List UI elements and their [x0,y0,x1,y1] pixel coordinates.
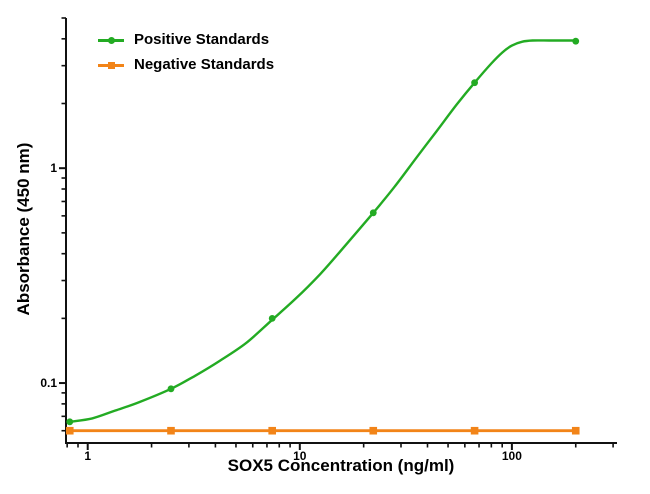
data-point-marker [66,418,74,426]
positive-series-line-dot-icon [98,35,124,45]
data-point-marker [268,314,276,322]
x-axis-title: SOX5 Concentration (ng/ml) [227,456,455,475]
axes [65,18,617,444]
data-point-marker [167,385,175,393]
y-tick-label: 1 [50,161,57,175]
data-point-marker [167,426,175,435]
fitted-curve-line [68,39,577,424]
data-point-marker [470,426,479,435]
y-axis-title: Absorbance (450 nm) [14,142,33,316]
negative-series-square-swatch [107,61,115,69]
x-axis-ticks: 1 10 100 [66,443,614,463]
positive-standards-series [66,37,580,426]
negative-standards-series [65,426,580,435]
positive-series-dot-swatch [107,36,115,44]
legend: Positive Standards Negative Standards [98,31,274,74]
legend-item-positive-standards: Positive Standards [98,31,274,49]
x-tick-label: 1 [84,449,91,463]
x-tick-label: 10 [293,449,307,463]
legend-item-negative-standards: Negative Standards [98,56,274,74]
data-point-marker [369,426,378,435]
y-axis-ticks: 0.11 [40,17,66,432]
data-point-marker [571,426,580,435]
legend-label-positive-standards: Positive Standards [134,31,270,48]
data-point-marker [369,209,377,217]
data-point-marker [65,426,74,435]
legend-label-negative-standards: Negative Standards [134,56,275,73]
negative-series-line-square-icon [98,60,124,70]
data-point-marker [471,79,478,87]
y-tick-label: 0.1 [40,376,57,390]
data-point-marker [268,426,276,435]
data-point-marker [572,37,580,45]
x-tick-label: 100 [502,449,522,463]
